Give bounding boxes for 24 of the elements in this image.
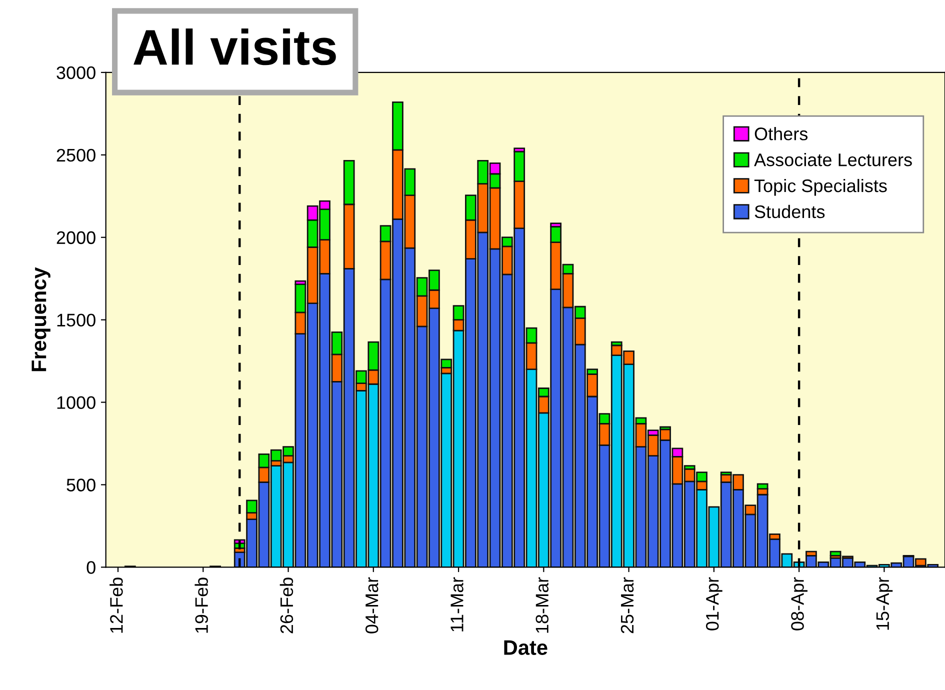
x-axis-title: Date bbox=[504, 640, 548, 655]
y-tick-label: 2500 bbox=[56, 148, 96, 162]
legend-label: Associate Lecturers bbox=[754, 152, 912, 166]
x-tick-label: 11-Mar bbox=[450, 577, 464, 632]
x-tick-label: 15-Apr bbox=[876, 577, 893, 630]
y-tick-label: 2000 bbox=[56, 231, 96, 244]
x-tick-label: 25-Mar bbox=[620, 577, 634, 634]
x-tick-label: 12-Feb bbox=[110, 578, 123, 633]
y-tick-label: 500 bbox=[66, 478, 96, 492]
x-tick-label: 04-Mar bbox=[365, 577, 378, 634]
y-tick-label: 1000 bbox=[57, 396, 96, 409]
y-axis-title: Frequency bbox=[32, 267, 50, 372]
x-tick-label: 18-Mar bbox=[536, 577, 549, 633]
y-tick-label: 3000 bbox=[56, 66, 96, 80]
chart-title: All visits bbox=[134, 28, 336, 66]
x-tick-label: 19-Feb bbox=[194, 578, 208, 633]
legend-label: Topic Specialists bbox=[754, 178, 887, 196]
x-tick-label: 26-Feb bbox=[280, 578, 294, 634]
x-tick-label: 01-Apr bbox=[706, 577, 722, 630]
y-tick-label: 0 bbox=[86, 561, 96, 574]
y-tick-label: 1500 bbox=[57, 314, 96, 327]
x-tick-label: 08-Apr bbox=[791, 577, 808, 630]
legend-label: Students bbox=[754, 204, 825, 218]
legend-label: Others bbox=[754, 127, 808, 140]
